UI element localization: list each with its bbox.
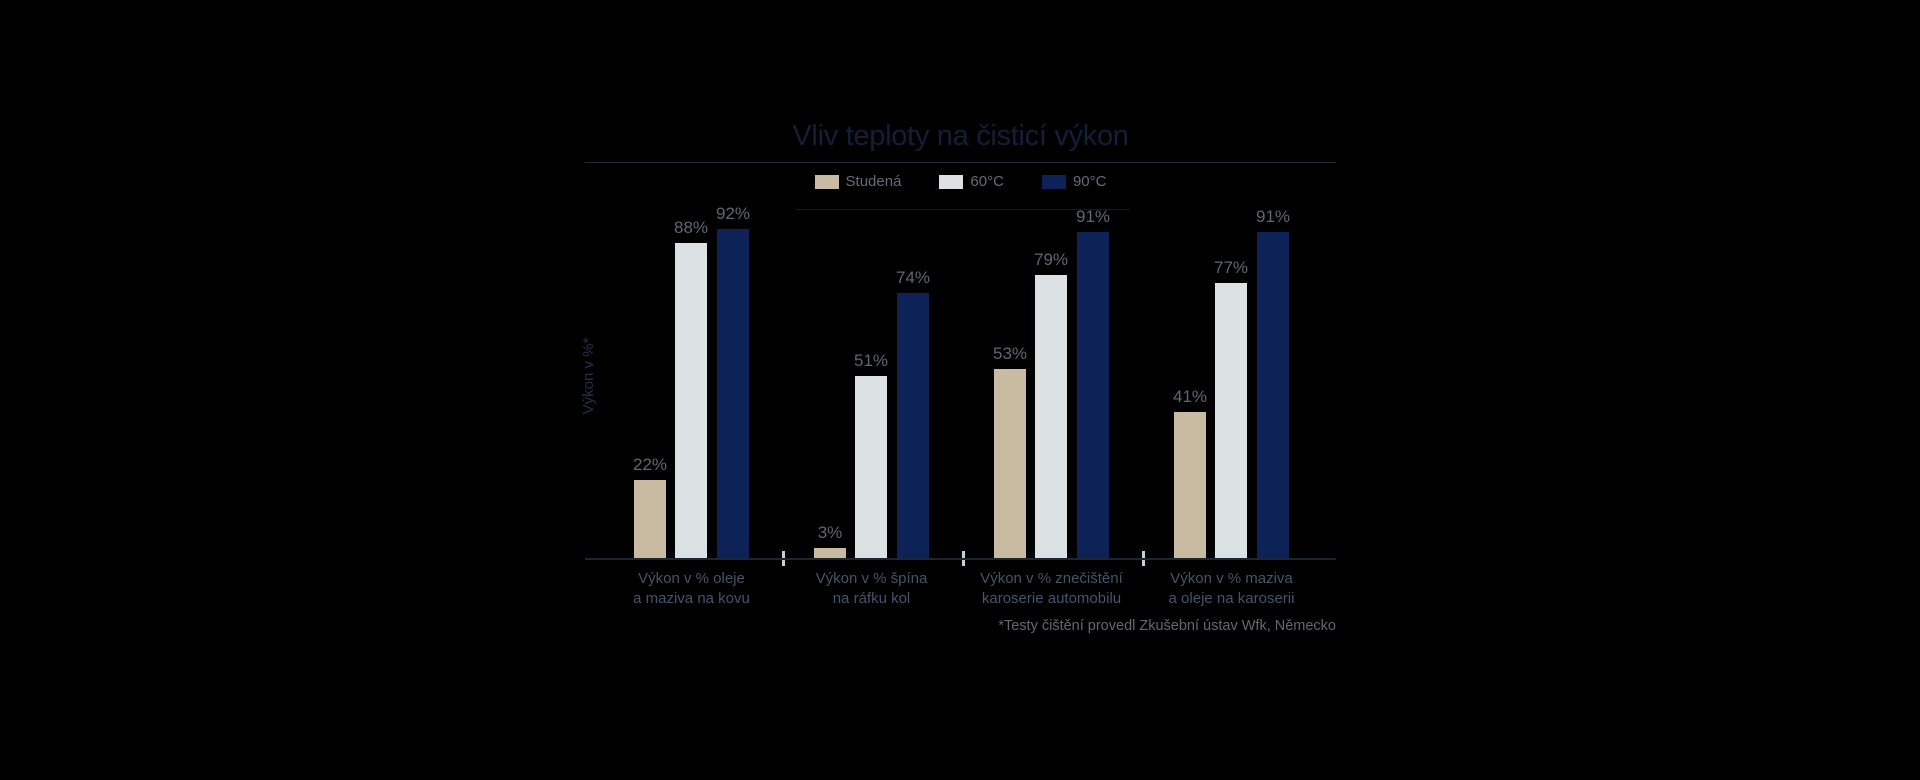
category-label: Výkon v % špína na ráfku kol: [815, 570, 928, 607]
title-divider-line: [585, 162, 1336, 163]
legend-label-60c: 60°C: [970, 173, 1004, 190]
bar: [1174, 412, 1206, 559]
plot-area: 22% 88% 92% Výkon v % oleje a maziva na kovu…: [585, 110, 1336, 670]
category-label: Výkon v % maziva a oleje na karoserii: [1168, 570, 1295, 607]
bar-value-label: 3%: [817, 523, 843, 542]
bar-chart: Vliv teploty na čisticí výkon Studená 60…: [580, 110, 1336, 670]
bar-value-label: 41%: [1172, 387, 1208, 406]
legend-item-90c: 90°C: [1041, 173, 1107, 190]
category-label: Výkon v % znečištění karoserie automobilu: [980, 570, 1123, 607]
chart-footnote: *Testy čištění provedl Zkušební ústav Wf…: [998, 618, 1336, 634]
legend-divider-line: [795, 209, 1130, 210]
bar: [1257, 232, 1289, 559]
legend-swatch-studena: [814, 174, 839, 189]
bar: [994, 369, 1026, 559]
legend-item-60c: 60°C: [939, 173, 1004, 190]
bar: [634, 480, 666, 559]
bar-value-label: 22%: [632, 455, 668, 474]
bar-value-label: 91%: [1075, 207, 1111, 226]
chart-legend: Studená 60°C 90°C: [585, 173, 1336, 190]
bar-value-label: 74%: [895, 268, 931, 287]
bar-value-label: 88%: [673, 218, 709, 237]
bar-value-label: 92%: [715, 204, 751, 223]
legend-swatch-90c: [1041, 174, 1066, 189]
chart-title: Vliv teploty na čisticí výkon: [792, 120, 1129, 152]
bar: [814, 548, 846, 559]
x-axis-line: [585, 558, 1336, 560]
bar: [855, 376, 887, 559]
bar: [1035, 275, 1067, 559]
bar-value-label: 53%: [992, 344, 1028, 363]
bar-value-label: 79%: [1033, 250, 1069, 269]
bar-value-label: 51%: [853, 351, 889, 370]
bar: [1215, 283, 1247, 559]
legend-label-studena: Studená: [845, 173, 902, 190]
legend-swatch-60c: [939, 174, 964, 189]
legend-label-90c: 90°C: [1072, 173, 1107, 190]
bar: [897, 293, 929, 559]
bar: [675, 243, 707, 559]
bar: [1077, 232, 1109, 559]
bar: [717, 229, 749, 559]
y-axis-label: Výkon v %*: [580, 337, 597, 415]
bar-value-label: 91%: [1255, 207, 1291, 226]
legend-item-studena: Studená: [814, 173, 902, 190]
category-label: Výkon v % oleje a maziva na kovu: [633, 570, 750, 607]
bar-value-label: 77%: [1213, 258, 1249, 277]
